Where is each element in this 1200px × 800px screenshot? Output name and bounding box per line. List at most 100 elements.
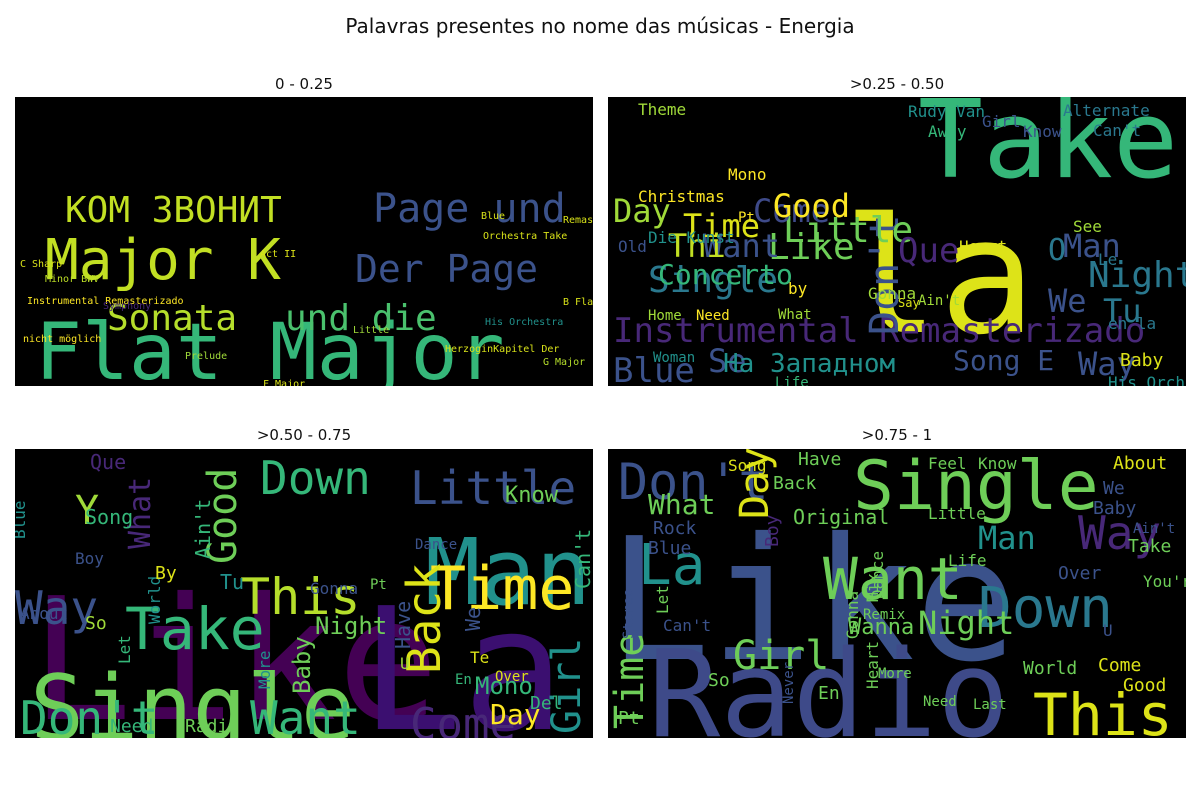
word-label: Song bbox=[85, 505, 133, 529]
word-label: Remix bbox=[863, 607, 905, 623]
word-label: His OrchestraJust bbox=[1108, 373, 1186, 386]
word-label: This bbox=[1033, 681, 1173, 738]
word-label: Over bbox=[1058, 563, 1102, 584]
word-label: Single bbox=[648, 260, 778, 301]
word-label: Over bbox=[495, 669, 529, 685]
word-label: Say bbox=[898, 296, 920, 310]
word-label: Let bbox=[115, 635, 134, 664]
word-label: We bbox=[1103, 478, 1125, 499]
word-label: Single bbox=[853, 449, 1099, 526]
word-label: So bbox=[85, 613, 107, 634]
word-label: Man bbox=[978, 519, 1036, 557]
word-label: Don't bbox=[862, 215, 908, 335]
word-label: Need bbox=[696, 308, 730, 324]
word-label: Let bbox=[653, 585, 672, 614]
word-label: Day bbox=[732, 449, 778, 519]
word-label: Night bbox=[315, 612, 387, 640]
word-label: nicht möglich bbox=[23, 334, 101, 345]
word-label: Time bbox=[608, 633, 653, 729]
word-label: Come bbox=[753, 192, 830, 230]
word-label: Man bbox=[425, 519, 591, 626]
word-label: Home bbox=[648, 308, 682, 324]
word-label: Que bbox=[898, 231, 959, 271]
word-label: Mono bbox=[475, 672, 533, 700]
word-label: Instrumental Remasterizado bbox=[27, 296, 184, 307]
word-label: Remaster Act bbox=[563, 215, 593, 226]
word-label: Die Kunst bbox=[648, 228, 735, 247]
word-label: Se bbox=[708, 342, 747, 380]
word-label: Little bbox=[783, 210, 913, 251]
word-label: Thi bbox=[668, 227, 726, 265]
word-label: Back bbox=[773, 473, 817, 494]
word-label: Blue bbox=[481, 211, 505, 222]
word-label: Time bbox=[683, 207, 760, 245]
word-label: und die bbox=[285, 298, 437, 339]
word-label: You're bbox=[1143, 572, 1186, 591]
word-label: Can't bbox=[571, 529, 593, 589]
word-label: by bbox=[788, 279, 808, 298]
word-label: Concerto bbox=[658, 258, 793, 291]
word-label: Minor BWV bbox=[45, 274, 99, 285]
word-label: La bbox=[638, 533, 705, 598]
word-label: en la bbox=[1108, 314, 1156, 333]
word-label: O bbox=[1048, 233, 1066, 268]
word-label: Away bbox=[928, 122, 967, 141]
word-label: Old bbox=[618, 237, 647, 256]
word-label: Take bbox=[918, 97, 1178, 203]
word-label: C Sharp bbox=[20, 259, 62, 270]
word-label: Boy bbox=[75, 549, 104, 568]
word-label: Gonna bbox=[310, 579, 358, 598]
word-label: World bbox=[145, 576, 164, 624]
word-label: Girl bbox=[733, 633, 829, 679]
word-label: Little bbox=[410, 461, 576, 515]
word-label: Like bbox=[768, 227, 855, 268]
word-label: Little bbox=[928, 504, 986, 523]
wordcloud-panel-4: Like Radio Single La Want Down This Don't Girl Wa… bbox=[607, 447, 1200, 765]
word-label: Take bbox=[125, 595, 265, 663]
word-label: Never bbox=[781, 662, 797, 704]
word-label: Alternate bbox=[1063, 101, 1150, 120]
word-label: Have bbox=[798, 449, 841, 470]
word-label: What bbox=[648, 488, 715, 521]
word-label: Good bbox=[200, 468, 246, 564]
word-label: So bbox=[708, 670, 730, 691]
word-label: Page und bbox=[373, 186, 566, 232]
word-label: B Flat bbox=[563, 297, 593, 308]
word-label: This bbox=[240, 568, 360, 626]
word-label: Woman bbox=[653, 350, 695, 366]
word-label: Prelude bbox=[185, 351, 227, 362]
word-label: What bbox=[778, 307, 812, 323]
word-label: Heart bbox=[863, 641, 882, 689]
word-label: Dance bbox=[868, 551, 887, 599]
word-label: What bbox=[123, 477, 158, 549]
word-label: Down bbox=[260, 451, 371, 505]
word-label: Girl bbox=[544, 638, 590, 734]
word-label: Heart bbox=[959, 237, 1007, 256]
word-label: Boy bbox=[762, 514, 783, 547]
panel-title-4: >0.75 - 1 bbox=[861, 426, 933, 444]
word-label: Time bbox=[430, 554, 575, 624]
word-label: Stereo bbox=[621, 588, 637, 639]
word-label: Don't bbox=[20, 691, 158, 738]
word-label: Tu bbox=[1103, 292, 1142, 330]
word-label: Flat Major bbox=[35, 308, 505, 386]
word-label: Feel bbox=[928, 454, 967, 473]
word-label: Night bbox=[918, 604, 1014, 642]
word-label: Come bbox=[1098, 655, 1141, 676]
word-label: Life bbox=[948, 551, 987, 570]
word-label: Ain't bbox=[191, 499, 215, 559]
word-label: Want bbox=[250, 691, 361, 738]
figure-title: Palavras presentes no nome das músicas -… bbox=[345, 14, 855, 38]
word-label: Blue bbox=[648, 538, 691, 559]
word-label: G Major bbox=[543, 357, 585, 368]
word-label: Need bbox=[110, 716, 153, 737]
word-label: Way bbox=[1078, 345, 1136, 383]
word-label: Major K bbox=[45, 228, 281, 293]
word-label: HerzoginKapitel Der bbox=[445, 344, 559, 355]
word-label: Don't bbox=[618, 453, 769, 511]
word-label: Symphony bbox=[103, 301, 151, 312]
word-label: Gonna bbox=[843, 591, 862, 639]
